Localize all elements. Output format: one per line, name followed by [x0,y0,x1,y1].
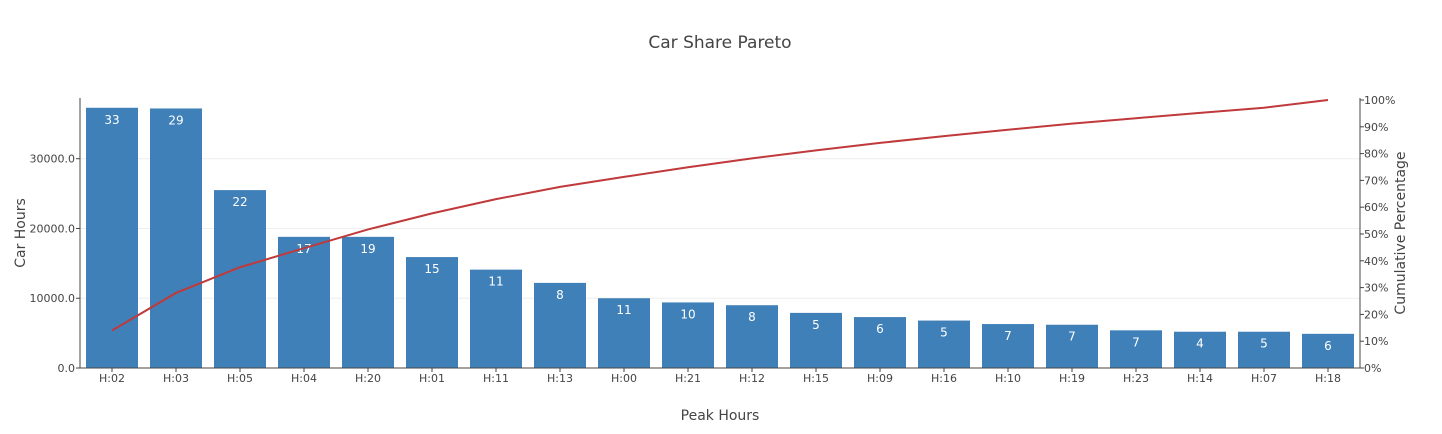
x-tick-label: H:18 [1315,372,1341,385]
y2-tick-label: 80% [1364,148,1388,161]
chart-title: Car Share Pareto [648,33,791,53]
x-axis-title: Peak Hours [681,408,760,424]
y-tick-label: 0.0 [58,362,76,375]
bar-label: 11 [488,275,503,289]
bar-label: 19 [360,242,375,256]
x-tick-label: H:01 [419,372,445,385]
x-tick-label: H:00 [611,372,637,385]
bar [598,298,650,368]
bar [534,282,586,368]
y2-tick-label: 60% [1364,201,1388,214]
x-tick-label: H:19 [1059,372,1085,385]
bar [790,312,842,368]
bar-label: 10 [680,307,695,321]
bar-label: 4 [1196,337,1204,351]
bar-label: 6 [876,322,884,336]
bar [214,190,266,368]
x-tick-label: H:09 [867,372,893,385]
axis-layer: 0.0 10000.0 20000.0 30000.0 0% 10% 20% 30% 40% 50… [30,94,1396,385]
x-tick-label: H:21 [675,372,701,385]
y2-tick-label: 40% [1364,255,1388,268]
bar [854,317,906,368]
bar-label: 8 [748,310,756,324]
x-tick-label: H:12 [739,372,765,385]
y2-tick-label: 20% [1364,308,1388,321]
x-tick-label: H:02 [99,372,125,385]
x-tick-label: H:16 [931,372,957,385]
x-tick-label: H:20 [355,372,381,385]
y2-tick-label: 100% [1364,94,1395,107]
bar [1046,324,1098,368]
bar-label: 8 [556,288,564,302]
bar-label: 33 [104,113,119,127]
x-tick-label: H:03 [163,372,189,385]
y2-tick-label: 70% [1364,174,1388,187]
bar-label: 15 [424,262,439,276]
y2-tick-label: 90% [1364,121,1388,134]
bar-label: 11 [616,303,631,317]
bar-label: 7 [1004,329,1012,343]
bar [150,108,202,368]
y2-axis-title: Cumulative Percentage [1393,151,1409,314]
x-tick-label: H:15 [803,372,829,385]
bar [278,236,330,368]
x-tick-label: H:10 [995,372,1021,385]
grid-layer [80,158,1360,299]
cumulative-line [111,99,1329,332]
line-layer [111,99,1329,332]
bar-label: 5 [940,326,948,340]
x-tick-label: H:13 [547,372,573,385]
bar [726,305,778,368]
bar [1174,331,1226,368]
x-tick-label: H:11 [483,372,509,385]
bar [918,320,970,368]
bar [662,302,714,368]
bar [1302,333,1354,368]
x-tick-label: H:07 [1251,372,1277,385]
x-tick-label: H:04 [291,372,317,385]
bar-label: 5 [1260,337,1268,351]
bar [470,269,522,368]
bar-label: 29 [168,113,183,127]
y2-tick-label: 50% [1364,228,1388,241]
y-axis-title: Car Hours [13,198,29,268]
x-tick-label: H:14 [1187,372,1213,385]
y2-tick-label: 30% [1364,282,1388,295]
bar [982,324,1034,368]
x-tick-label: H:05 [227,372,253,385]
bar-label: 22 [232,195,247,209]
y-tick-label: 10000.0 [30,292,76,305]
bar [86,107,138,368]
y2-tick-label: 10% [1364,335,1388,348]
y2-tick-label: 0% [1364,362,1381,375]
bar [342,236,394,368]
bar-label: 7 [1068,330,1076,344]
y-tick-label: 20000.0 [30,222,76,235]
bar-label: 5 [812,318,820,332]
y-tick-label: 30000.0 [30,153,76,166]
bar [1238,331,1290,368]
bar [1110,330,1162,368]
bar-label: 7 [1132,335,1140,349]
bar [406,257,458,368]
bar-label: 6 [1324,339,1332,353]
x-tick-label: H:23 [1123,372,1149,385]
